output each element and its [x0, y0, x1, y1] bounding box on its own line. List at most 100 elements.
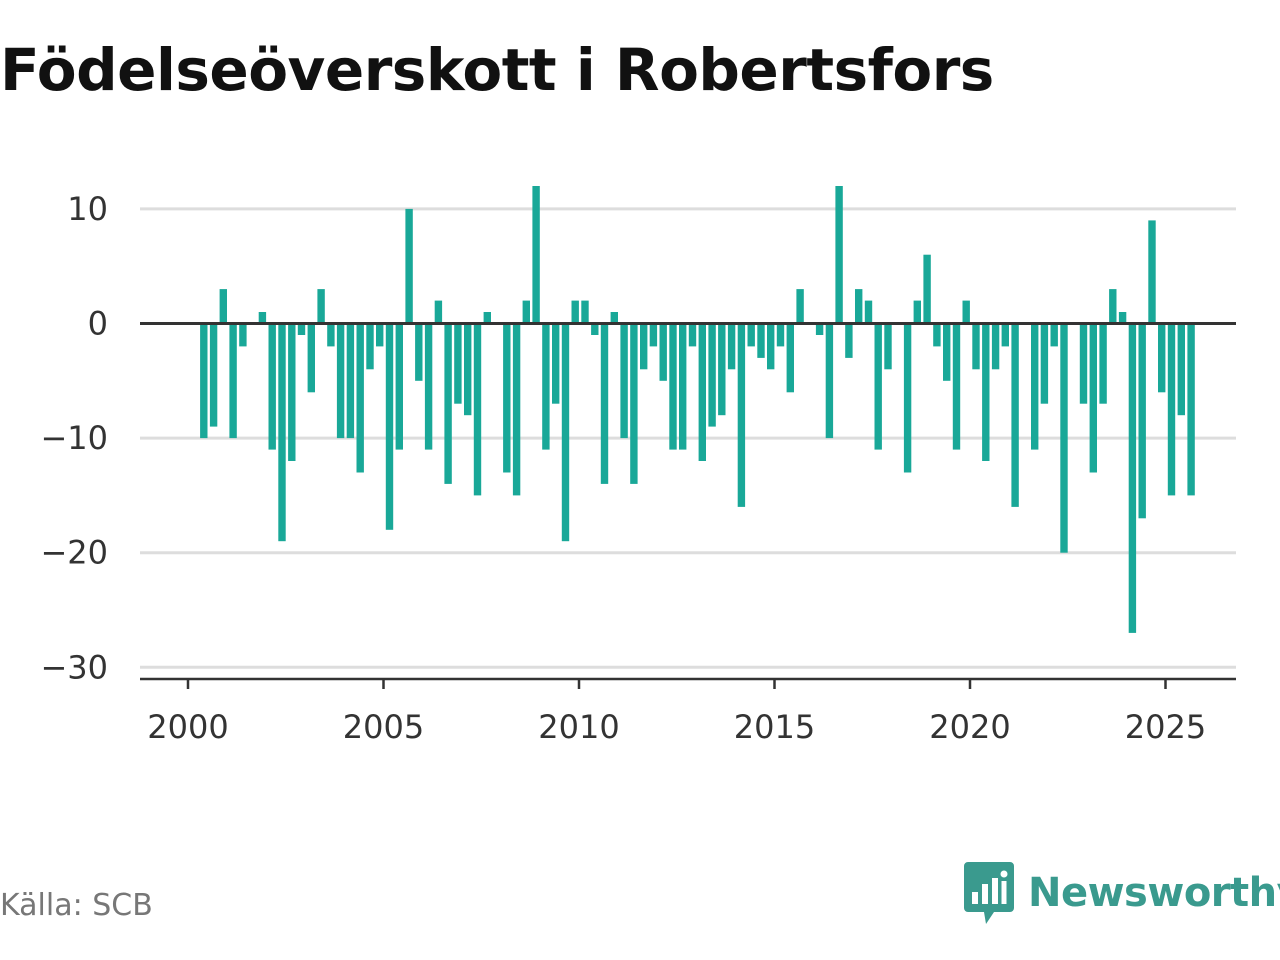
bar — [571, 300, 579, 324]
bar — [278, 323, 286, 542]
bar — [630, 323, 638, 484]
y-tick-labels: 10 0 −10 −20 −30 — [40, 190, 108, 686]
bar — [776, 323, 785, 347]
bar — [1109, 289, 1117, 324]
brand-name: Newsworthy — [1028, 870, 1280, 916]
bar — [473, 323, 482, 496]
bar — [1158, 323, 1166, 393]
chart-title: Födelseöverskott i Robertsfors — [0, 36, 994, 104]
bar — [424, 323, 433, 450]
y-tick-label: −20 — [40, 534, 108, 572]
bar — [991, 323, 1000, 370]
bar — [483, 312, 491, 324]
bar — [903, 323, 912, 473]
bar — [415, 323, 423, 381]
bar — [708, 323, 716, 427]
bar — [1050, 323, 1058, 347]
bar — [815, 323, 824, 335]
bar — [1060, 323, 1068, 553]
bar — [786, 323, 794, 393]
bar — [307, 323, 315, 393]
bar — [757, 323, 765, 358]
bar — [913, 300, 921, 324]
bar — [855, 289, 863, 324]
x-tick-label: 2015 — [734, 708, 815, 746]
axes — [140, 322, 1236, 689]
bar — [532, 186, 540, 324]
bar — [356, 323, 364, 473]
bar — [649, 323, 658, 347]
bar — [962, 300, 970, 324]
bar — [1079, 323, 1088, 404]
bar — [366, 323, 374, 370]
bar — [1187, 323, 1195, 496]
bar — [1118, 312, 1127, 324]
y-tick-label: 0 — [88, 305, 108, 343]
bar — [200, 323, 208, 439]
bar — [1089, 323, 1097, 473]
bar — [923, 254, 931, 324]
bar — [1011, 323, 1019, 507]
bar — [395, 323, 403, 450]
bar — [552, 323, 560, 404]
source-note: Källa: SCB — [0, 888, 153, 923]
x-tick-label: 2000 — [147, 708, 228, 746]
bar — [679, 323, 687, 450]
bar — [727, 323, 736, 370]
bar — [1167, 323, 1176, 496]
x-tick-label: 2025 — [1125, 708, 1206, 746]
bar — [522, 300, 530, 324]
bar — [229, 323, 237, 439]
bar — [219, 289, 227, 324]
bar — [327, 323, 335, 347]
bar — [600, 323, 609, 484]
bar — [512, 323, 521, 496]
bar — [317, 289, 325, 324]
x-tick-label: 2005 — [343, 708, 424, 746]
bar — [336, 323, 345, 439]
bar — [209, 323, 218, 427]
brand-logo[interactable]: Newsworthy — [964, 862, 1280, 924]
bar — [864, 300, 873, 324]
bar — [503, 323, 511, 473]
bar — [688, 323, 697, 347]
bar — [1148, 220, 1156, 324]
bar — [767, 323, 775, 370]
x-tick-label: 2020 — [929, 708, 1010, 746]
bars — [200, 186, 1195, 633]
bar — [239, 323, 247, 347]
bar — [659, 323, 667, 381]
bar — [591, 323, 599, 335]
bar — [376, 323, 384, 347]
grid-lines — [140, 207, 1236, 669]
bar — [933, 323, 941, 347]
y-tick-label: −10 — [40, 419, 108, 457]
bar — [385, 323, 394, 530]
bar — [561, 323, 570, 542]
bar — [952, 323, 961, 450]
x-tick-labels: 2000 2005 2010 2015 2020 2025 — [147, 708, 1206, 746]
bar — [845, 323, 853, 358]
bar — [268, 323, 276, 450]
bar — [972, 323, 980, 370]
bar — [640, 323, 648, 370]
bar — [258, 312, 267, 324]
x-tick-label: 2010 — [538, 708, 619, 746]
bar — [1177, 323, 1185, 416]
bar — [943, 323, 951, 381]
bar — [884, 323, 892, 370]
bar — [698, 323, 706, 461]
bar — [874, 323, 882, 450]
bar-chart-speech-bubble-icon — [964, 862, 1014, 924]
bar — [297, 323, 306, 335]
y-tick-label: −30 — [40, 648, 108, 686]
bar — [718, 323, 726, 416]
bar — [288, 323, 296, 461]
bar — [464, 323, 472, 416]
bar — [737, 323, 746, 507]
bar — [610, 312, 618, 324]
bar — [982, 323, 990, 461]
bar — [1128, 323, 1137, 633]
bar — [825, 323, 834, 439]
